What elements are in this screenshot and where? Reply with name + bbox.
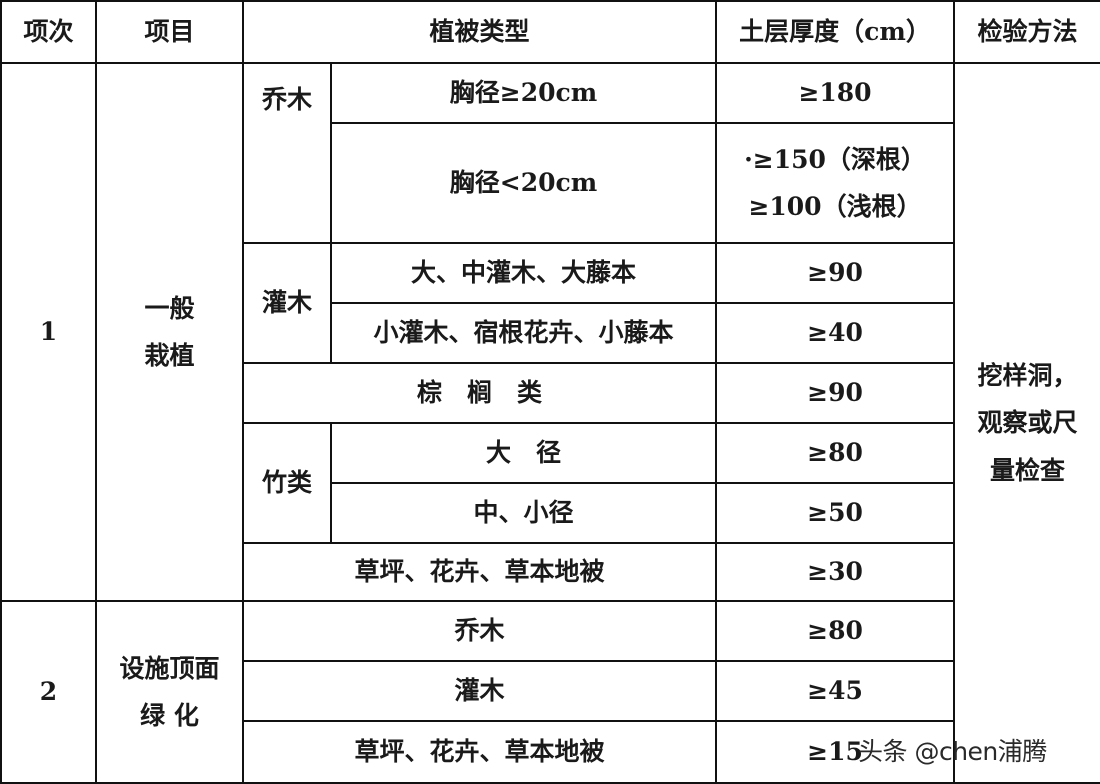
- header-soil-thickness: 土层厚度（cm）: [715, 0, 956, 64]
- header-row: 项次 项目 植被类型 土层厚度（cm） 检验方法: [0, 0, 1100, 64]
- category-cell: 竹类: [242, 422, 332, 544]
- table-row: 灌木 大、中灌木、大藤本 ≥90: [1, 242, 1100, 364]
- group-index: 2: [0, 600, 97, 784]
- table-row: 竹类 大 径 ≥80: [1, 422, 1100, 544]
- thickness-cell: ≥45: [715, 660, 956, 722]
- thickness-cell: ≥15: [715, 720, 956, 784]
- watermark: 头条 @chen浦腾: [858, 737, 1047, 766]
- header-inspection-method: 检验方法: [953, 0, 1100, 64]
- thickness-cell: ≥80: [715, 422, 956, 484]
- thickness-cell: ≥40: [715, 302, 956, 364]
- table-row: 2 设施顶面 绿 化 乔木 ≥80: [0, 600, 1100, 784]
- table-row: 胸径<20cm ·≥150（深根） ≥100（浅根）: [1, 122, 1100, 244]
- thickness-cell: ·≥150（深根） ≥100（浅根）: [715, 122, 956, 244]
- table-row: 灌木 ≥45: [1, 660, 1100, 722]
- group-item: 设施顶面 绿 化: [95, 600, 244, 784]
- type-cell: 小灌木、宿根花卉、小藤本: [329, 302, 718, 364]
- table-row: 中、小径 ≥50: [1, 482, 1100, 544]
- type-cell: 中、小径: [329, 482, 718, 544]
- thickness-cell: ≥180: [715, 62, 956, 124]
- type-cell: 棕 榈 类: [241, 362, 718, 424]
- category-cell: 灌木: [242, 242, 332, 364]
- group-item: 一般 栽植: [95, 62, 244, 602]
- type-cell: 大 径: [329, 422, 718, 484]
- category-cell: 乔木: [242, 62, 332, 244]
- table-row: 棕 榈 类 ≥90: [1, 362, 1100, 424]
- header-index: 项次: [0, 0, 97, 64]
- thickness-cell: ≥30: [715, 542, 956, 602]
- thickness-cell: ≥90: [715, 242, 956, 304]
- header-vegetation-type: 植被类型: [241, 0, 718, 64]
- table-row: 小灌木、宿根花卉、小藤本 ≥40: [1, 302, 1100, 364]
- header-item: 项目: [95, 0, 244, 64]
- group-index: 1: [0, 62, 97, 602]
- table-row: 草坪、花卉、草本地被 ≥30: [1, 542, 1100, 602]
- type-cell: 乔木: [241, 600, 718, 662]
- inspection-method-cell: 挖样洞， 观察或尺 量检查: [953, 62, 1100, 784]
- table-row: 1 一般 栽植 乔木 胸径≥20cm ≥180 挖样洞， 观察或尺 量检查: [0, 62, 1100, 784]
- type-cell: 灌木: [241, 660, 718, 722]
- type-cell: 草坪、花卉、草本地被: [241, 720, 718, 784]
- type-cell: 胸径≥20cm: [329, 62, 718, 124]
- thickness-cell: ≥80: [715, 600, 956, 662]
- type-cell: 大、中灌木、大藤本: [329, 242, 718, 304]
- type-cell: 胸径<20cm: [329, 122, 718, 244]
- thickness-cell: ≥90: [715, 362, 956, 424]
- thickness-cell: ≥50: [715, 482, 956, 544]
- table-row: 草坪、花卉、草本地被 ≥15: [1, 720, 1100, 784]
- type-cell: 草坪、花卉、草本地被: [241, 542, 718, 602]
